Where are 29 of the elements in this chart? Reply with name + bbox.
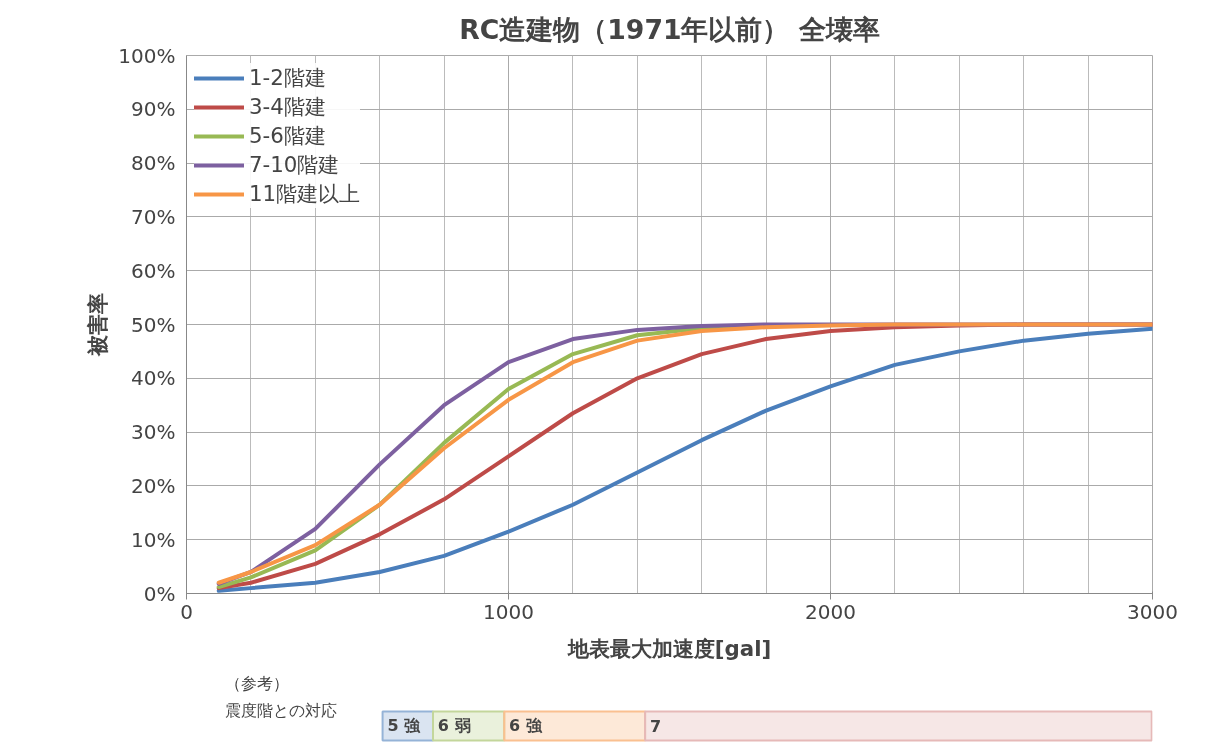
chart-title: RC造建物（1971年以前） 全壊率 bbox=[459, 13, 880, 45]
y-tick-label: 0% bbox=[143, 581, 176, 606]
text: （参考） bbox=[224, 674, 289, 693]
x-tick-label: 0 bbox=[180, 599, 193, 624]
legend-label: 7-10階建 bbox=[249, 151, 340, 179]
y-tick-label: 10% bbox=[131, 527, 176, 552]
category-label: 6 強 bbox=[509, 716, 543, 735]
x-axis-title: 地表最大加速度[gal] bbox=[566, 635, 772, 661]
x-tick-label: 3000 bbox=[1127, 599, 1178, 624]
y-tick-label: 20% bbox=[131, 473, 176, 498]
y-tick-label: 100% bbox=[118, 43, 176, 68]
legend-label: 5-6階建 bbox=[249, 122, 326, 150]
legend-label: 3-4階建 bbox=[249, 93, 326, 121]
y-tick-label: 80% bbox=[131, 151, 176, 176]
y-tick-label: 30% bbox=[131, 420, 176, 445]
y-axis-title: 被害率 bbox=[85, 293, 111, 357]
y-tick-label: 60% bbox=[131, 258, 176, 283]
category-label: 7 bbox=[649, 716, 662, 736]
y-tick-label: 40% bbox=[131, 366, 176, 391]
legend-label: 11階建以上 bbox=[249, 180, 361, 208]
y-tick-label: 90% bbox=[131, 97, 176, 122]
text: 震度階との対応 bbox=[224, 701, 337, 720]
x-tick-label: 1000 bbox=[483, 599, 534, 624]
legend-label: 1-2階建 bbox=[249, 64, 326, 92]
category-label: 5 強 bbox=[387, 716, 422, 735]
category-label: 6 弱 bbox=[437, 716, 471, 735]
y-tick-label: 70% bbox=[131, 204, 176, 229]
y-tick-label: 50% bbox=[131, 312, 176, 337]
x-tick-label: 2000 bbox=[805, 599, 856, 624]
